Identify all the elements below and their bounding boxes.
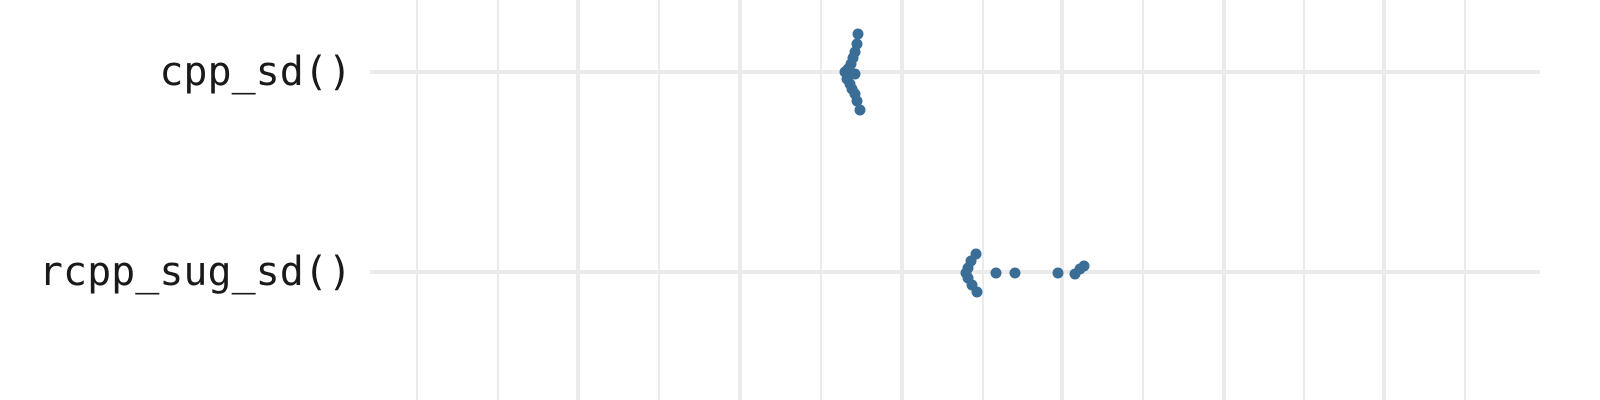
data-point-1-8 — [1009, 267, 1021, 279]
category-label-cpp-sd: cpp_sd() — [159, 49, 352, 95]
data-point-1-7 — [990, 267, 1002, 279]
data-point-0-13 — [851, 95, 863, 107]
data-point-1-6 — [971, 286, 983, 298]
data-points — [839, 28, 1090, 298]
data-point-1-12 — [1078, 260, 1090, 272]
data-point-0-14 — [854, 104, 866, 116]
data-point-1-9 — [1052, 267, 1064, 279]
data-point-0-0 — [852, 28, 864, 40]
category-label-rcpp-sug-sd: rcpp_sug_sd() — [39, 249, 352, 295]
gridlines — [370, 0, 1540, 400]
data-point-0-8 — [849, 68, 861, 80]
category-labels: cpp_sd() rcpp_sug_sd() — [39, 49, 352, 295]
